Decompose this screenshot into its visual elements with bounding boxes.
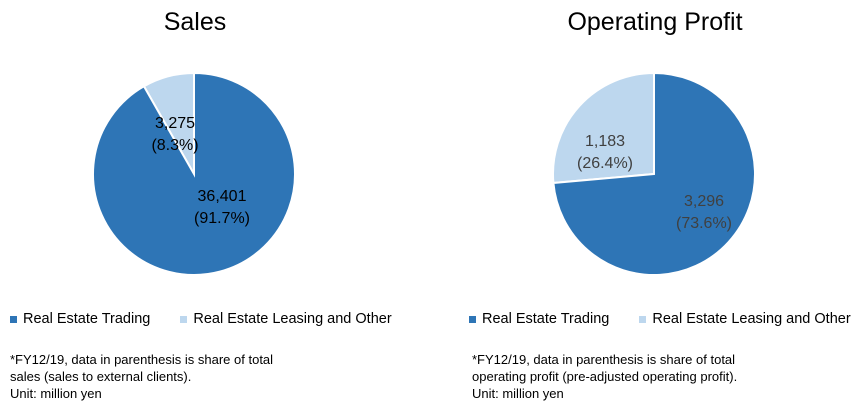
profit-chart-title: Operating Profit xyxy=(567,8,743,36)
sales-data-label-leasing-percent: (8.3%) xyxy=(151,137,198,154)
profit-legend-item-leasing: Real Estate Leasing and Other xyxy=(639,311,851,327)
sales-data-label-trading-value: 36,401 xyxy=(198,188,247,205)
profit-legend: Real Estate Trading Real Estate Leasing … xyxy=(469,311,851,327)
profit-data-label-trading-percent: (73.6%) xyxy=(676,215,732,232)
sales-legend-item-leasing: Real Estate Leasing and Other xyxy=(180,311,392,327)
sales-pie-slice-trading xyxy=(92,71,296,276)
legend-label-trading: Real Estate Trading xyxy=(482,311,610,327)
profit-footnote-line: Unit: million yen xyxy=(472,386,564,401)
legend-label-leasing: Real Estate Leasing and Other xyxy=(652,311,851,327)
legend-swatch-leasing xyxy=(639,315,647,323)
sales-data-label-trading-percent: (91.7%) xyxy=(194,210,250,227)
sales-legend-item-trading: Real Estate Trading xyxy=(10,311,150,327)
sales-footnote-line: Unit: million yen xyxy=(10,386,102,401)
sales-legend: Real Estate Trading Real Estate Leasing … xyxy=(10,311,392,327)
profit-pie-slice-trading xyxy=(552,71,756,276)
profit-pie-chart: 1,183 (26.4%) 3,296 (73.6%) xyxy=(552,71,756,276)
profit-footnote: *FY12/19, data in parenthesis is share o… xyxy=(472,351,737,402)
profit-data-label-trading-value: 3,296 xyxy=(684,193,724,210)
legend-label-leasing: Real Estate Leasing and Other xyxy=(193,311,392,327)
sales-data-label-leasing-value: 3,275 xyxy=(155,115,195,132)
sales-pie-chart: 3,275 (8.3%) 36,401 (91.7%) xyxy=(92,71,296,276)
sales-footnote-line: sales (sales to external clients). xyxy=(10,369,192,384)
profit-footnote-line: *FY12/19, data in parenthesis is share o… xyxy=(472,352,736,367)
profit-legend-item-trading: Real Estate Trading xyxy=(469,311,609,327)
sales-footnote: *FY12/19, data in parenthesis is share o… xyxy=(10,351,273,402)
profit-data-label-leasing-value: 1,183 xyxy=(585,133,625,150)
operating-profit-panel: Operating Profit 1,183 (26.4%) 3,296 (73.6%… xyxy=(427,0,854,419)
profit-pie-slice-leasing xyxy=(552,71,655,185)
legend-label-trading: Real Estate Trading xyxy=(23,311,151,327)
sales-chart-title: Sales xyxy=(163,8,227,36)
profit-data-label-leasing-percent: (26.4%) xyxy=(577,155,633,172)
legend-swatch-trading xyxy=(469,315,476,323)
legend-swatch-leasing xyxy=(180,315,188,323)
sales-panel: Sales 3,275 (8.3%) 36,401 (91.7%) Real Esta… xyxy=(10,8,392,402)
sales-footnote-line: *FY12/19, data in parenthesis is share o… xyxy=(10,352,274,367)
profit-footnote-line: operating profit (pre-adjusted operating… xyxy=(472,369,738,384)
legend-swatch-trading xyxy=(10,315,17,323)
